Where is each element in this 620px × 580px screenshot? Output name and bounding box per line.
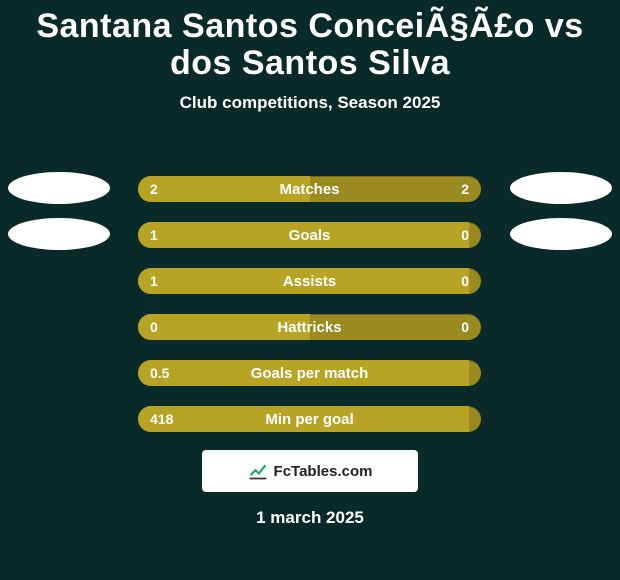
stat-right-value: 0 <box>469 268 481 294</box>
stat-bar: 10 <box>138 268 481 294</box>
page-subtitle: Club competitions, Season 2025 <box>0 93 620 113</box>
stat-left-value: 1 <box>138 222 469 248</box>
stat-left-value: 0.5 <box>138 360 469 386</box>
stat-row: 10Assists <box>0 260 620 306</box>
player-right-avatar <box>510 172 612 204</box>
stat-left-value: 2 <box>138 176 310 202</box>
stat-left-value: 418 <box>138 406 469 432</box>
stat-row: 10Goals <box>0 214 620 260</box>
player-left-avatar <box>8 172 110 204</box>
stat-row: 418Min per goal <box>0 398 620 444</box>
stat-bar: 00 <box>138 314 481 340</box>
comparison-card: Santana Santos ConceiÃ§Ã£o vs dos Santos… <box>0 0 620 580</box>
chart-icon <box>248 461 268 481</box>
stat-bar: 0.5 <box>138 360 481 386</box>
stat-right-value: 0 <box>469 222 481 248</box>
stat-row: 22Matches <box>0 168 620 214</box>
source-badge: FcTables.com <box>202 450 418 492</box>
player-right-avatar <box>510 218 612 250</box>
stat-left-value: 0 <box>138 314 310 340</box>
stat-right-value: 0 <box>310 314 482 340</box>
source-text: FcTables.com <box>274 463 373 480</box>
player-left-avatar <box>8 218 110 250</box>
footer-date: 1 march 2025 <box>0 508 620 528</box>
stat-right-value <box>469 406 481 432</box>
stat-bar: 10 <box>138 222 481 248</box>
stat-right-value: 2 <box>310 176 482 202</box>
stat-right-value <box>469 360 481 386</box>
stat-row: 00Hattricks <box>0 306 620 352</box>
stat-row: 0.5Goals per match <box>0 352 620 398</box>
page-title: Santana Santos ConceiÃ§Ã£o vs dos Santos… <box>0 0 620 83</box>
stat-bar: 418 <box>138 406 481 432</box>
stat-left-value: 1 <box>138 268 469 294</box>
stat-rows: 22Matches10Goals10Assists00Hattricks0.5G… <box>0 168 620 444</box>
stat-bar: 22 <box>138 176 481 202</box>
